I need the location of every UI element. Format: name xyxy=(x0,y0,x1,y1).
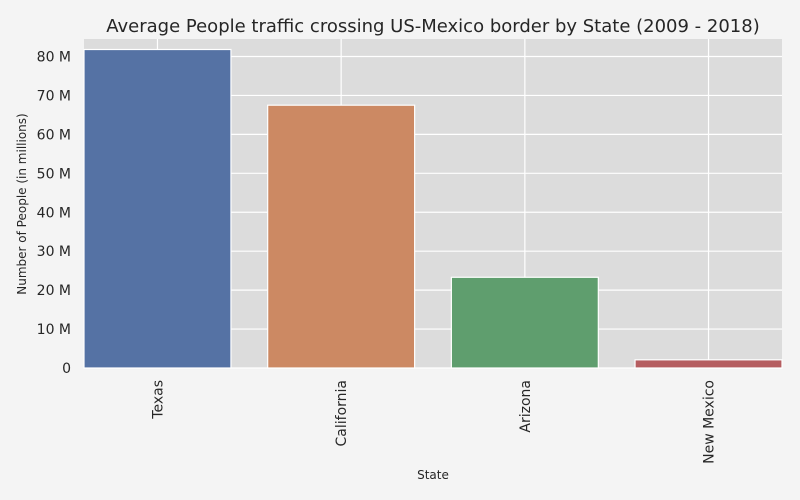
bar-california xyxy=(267,104,416,369)
y-tick-label: 60 M xyxy=(37,127,71,143)
bar-texas xyxy=(83,48,232,369)
y-tick-label: 30 M xyxy=(37,244,71,260)
y-tick-label: 50 M xyxy=(37,166,71,182)
x-tick-label: Arizona xyxy=(518,380,534,433)
y-tick-label: 40 M xyxy=(37,205,71,221)
bar-arizona xyxy=(450,276,599,369)
y-tick-label: 20 M xyxy=(37,283,71,299)
y-tick-label: 80 M xyxy=(37,50,71,66)
x-tick-label: New Mexico xyxy=(702,380,718,464)
x-tick-label: California xyxy=(334,380,350,446)
y-tick-label: 0 xyxy=(62,361,71,377)
y-axis-label: Number of People (in millions) xyxy=(15,113,29,294)
x-axis-label: State xyxy=(417,468,449,482)
x-tick-label: Texas xyxy=(150,380,166,420)
chart-title: Average People traffic crossing US-Mexic… xyxy=(106,16,759,37)
bar-new-mexico xyxy=(634,359,783,369)
y-tick-label: 10 M xyxy=(37,322,71,338)
y-axis-ticks: 0 10 M 20 M 30 M 40 M 50 M 60 M 70 M 80 M xyxy=(37,50,71,377)
bars xyxy=(83,48,783,369)
x-axis-ticks: Texas California Arizona New Mexico xyxy=(150,380,717,464)
y-tick-label: 70 M xyxy=(37,88,71,104)
